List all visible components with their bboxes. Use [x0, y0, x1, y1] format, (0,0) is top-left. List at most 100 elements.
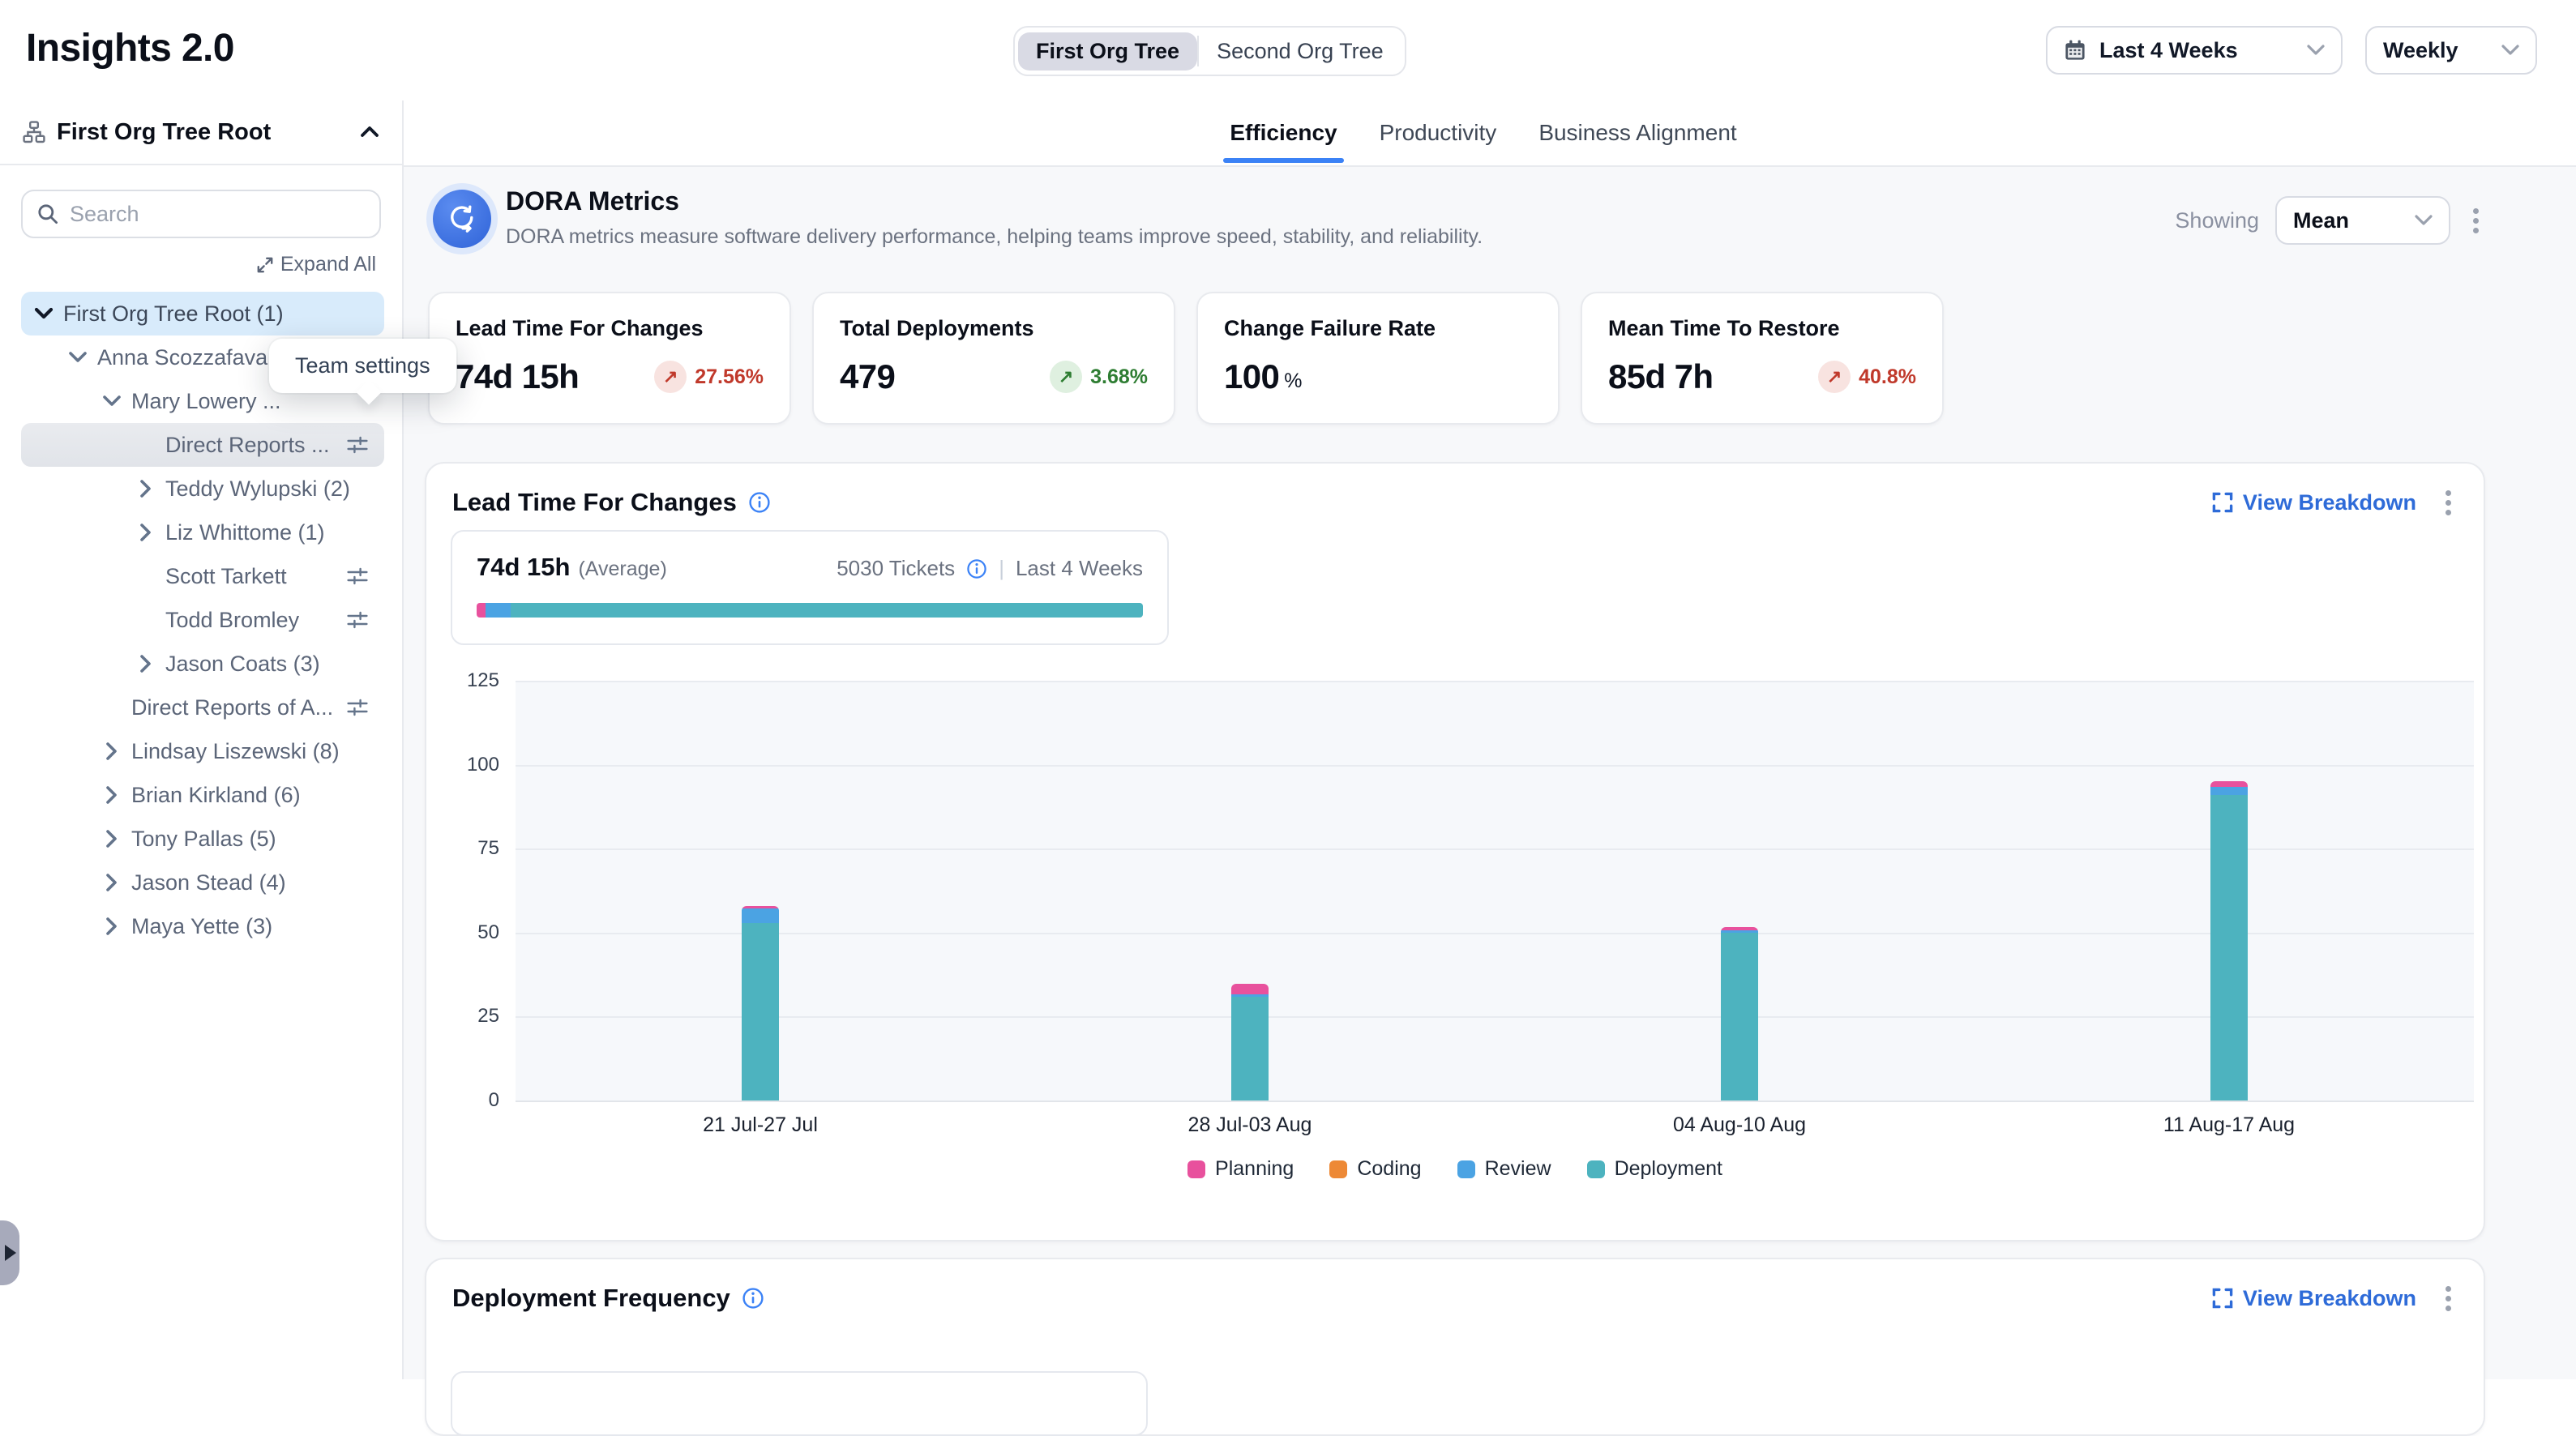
team-settings-icon[interactable]: [347, 697, 368, 718]
trend-up-icon: ↗: [654, 361, 687, 393]
tree-item[interactable]: Jason Coats (3): [21, 642, 384, 686]
chevron-down-icon[interactable]: [32, 302, 55, 325]
team-settings-icon[interactable]: [347, 609, 368, 630]
legend-item[interactable]: Planning: [1187, 1157, 1294, 1181]
metric-card: Total Deployments 479 ↗ 3.68%: [812, 292, 1175, 425]
chevron-right-icon[interactable]: [135, 477, 157, 500]
y-tick-label: 125: [466, 669, 499, 691]
tree-item[interactable]: Scott Tarkett: [21, 554, 384, 598]
tree-item[interactable]: Jason Stead (4): [21, 861, 384, 904]
tree-item[interactable]: First Org Tree Root (1): [21, 292, 384, 335]
info-icon[interactable]: [742, 1287, 764, 1310]
section-kebab-menu[interactable]: [2439, 484, 2458, 522]
chevron-right-icon[interactable]: [135, 521, 157, 544]
tree-item[interactable]: Tony Pallas (5): [21, 817, 384, 861]
deployment-bar-segment: [1231, 996, 1269, 1101]
search-input[interactable]: [70, 201, 345, 227]
tree-item[interactable]: Brian Kirkland (6): [21, 773, 384, 817]
x-tick-label: 04 Aug-10 Aug: [1672, 1113, 1807, 1136]
tab-productivity[interactable]: Productivity: [1379, 120, 1497, 145]
tree-item[interactable]: Maya Yette (3): [21, 904, 384, 948]
granularity-select[interactable]: Weekly: [2365, 26, 2537, 75]
chevron-right-icon[interactable]: [101, 827, 123, 850]
tab-efficiency[interactable]: Efficiency: [1223, 100, 1344, 166]
chevron-down-icon[interactable]: [66, 346, 89, 369]
tab-business-alignment[interactable]: Business Alignment: [1538, 120, 1737, 145]
x-tick-label: 21 Jul-27 Jul: [703, 1113, 818, 1136]
tree-item[interactable]: Anna Scozzafava...: [21, 335, 384, 379]
expand-all-button[interactable]: Expand All: [256, 253, 376, 276]
search-icon: [37, 203, 58, 224]
legend-item[interactable]: Coding: [1329, 1157, 1422, 1181]
section-title: Deployment Frequency: [452, 1284, 730, 1312]
gridline: [516, 932, 2474, 934]
metric-title: Lead Time For Changes: [456, 316, 704, 340]
bar-column: [1984, 681, 2474, 1101]
review-bar-segment: [2210, 786, 2248, 795]
deployment-segment: [510, 603, 1143, 618]
x-tick-label: 11 Aug-17 Aug: [2163, 1113, 2296, 1136]
stacked-bar[interactable]: [742, 906, 779, 1101]
legend-label: Planning: [1215, 1157, 1294, 1180]
stacked-bar[interactable]: [1231, 984, 1269, 1101]
chart-x-axis: 21 Jul-27 Jul 28 Jul-03 Aug 04 Aug-10 Aug 1…: [516, 1113, 2474, 1137]
tree-item[interactable]: Todd Bromley: [21, 598, 384, 642]
tree-item[interactable]: Direct Reports ...: [21, 423, 384, 467]
tree-item[interactable]: Lindsay Liszewski (8): [21, 729, 384, 773]
planning-bar-segment: [742, 906, 779, 909]
legend-item[interactable]: Review: [1457, 1157, 1551, 1181]
main-tabs: Efficiency Productivity Business Alignme…: [404, 100, 2576, 167]
showing-label: Showing: [2175, 207, 2259, 233]
toggle-first-org-tree[interactable]: First Org Tree: [1018, 32, 1198, 71]
dora-kebab-menu[interactable]: [2467, 202, 2485, 240]
gridline: [516, 681, 2474, 682]
info-icon[interactable]: [966, 558, 987, 579]
metric-value: 74d 15h: [456, 357, 580, 395]
showing-select[interactable]: Mean: [2275, 196, 2450, 245]
team-settings-icon[interactable]: [347, 434, 368, 455]
review-segment: [485, 603, 511, 618]
chevron-right-icon[interactable]: [101, 784, 123, 806]
sidebar-expand-handle[interactable]: [0, 1220, 19, 1285]
y-tick-label: 100: [466, 753, 499, 776]
view-breakdown-link[interactable]: View Breakdown: [2212, 1286, 2416, 1311]
tree-item[interactable]: Liz Whittome (1): [21, 511, 384, 554]
planning-bar-segment: [1721, 927, 1758, 930]
legend-label: Coding: [1357, 1157, 1422, 1180]
section-kebab-menu[interactable]: [2439, 1280, 2458, 1318]
tree-item[interactable]: Direct Reports of A...: [21, 686, 384, 729]
granularity-value: Weekly: [2383, 37, 2458, 62]
chevron-up-icon[interactable]: [360, 126, 379, 139]
tree-item-label: Todd Bromley: [165, 607, 300, 632]
planning-bar-segment: [2210, 780, 2248, 787]
sidebar-header: First Org Tree Root: [0, 100, 402, 165]
legend-item[interactable]: Deployment: [1586, 1157, 1722, 1181]
sidebar-search[interactable]: [21, 190, 381, 238]
team-settings-icon[interactable]: [347, 566, 368, 587]
metric-value: 85d 7h: [1608, 357, 1714, 395]
info-icon[interactable]: [748, 491, 771, 514]
tree-item-label: Brian Kirkland (6): [131, 782, 301, 807]
date-range-select[interactable]: Last 4 Weeks: [2046, 26, 2343, 75]
tree-item[interactable]: Teddy Wylupski (2): [21, 467, 384, 511]
view-breakdown-link[interactable]: View Breakdown: [2212, 490, 2416, 515]
legend-swatch: [1586, 1160, 1605, 1178]
chevron-right-icon[interactable]: [101, 740, 123, 763]
stacked-bar[interactable]: [2210, 780, 2248, 1101]
chevron-down-icon[interactable]: [101, 390, 123, 412]
tree-item-label: Liz Whittome (1): [165, 519, 325, 545]
chevron-right-icon[interactable]: [135, 652, 157, 675]
deployment-bar-segment: [1721, 932, 1758, 1101]
main-content: DORA Metrics DORA metrics measure softwa…: [404, 167, 2576, 1436]
expand-corners-icon: [2212, 492, 2233, 513]
tree-item-label: Direct Reports of A...: [131, 694, 334, 720]
stacked-bar[interactable]: [1721, 927, 1758, 1101]
metric-suffix: %: [1284, 369, 1303, 392]
date-range-value: Last 4 Weeks: [2099, 37, 2238, 62]
x-tick-label: 28 Jul-03 Aug: [1187, 1113, 1312, 1136]
metric-cards-row: Lead Time For Changes 74d 15h ↗ 27.56% Tota…: [428, 292, 1944, 425]
toggle-second-org-tree[interactable]: Second Org Tree: [1217, 38, 1384, 63]
chevron-right-icon[interactable]: [101, 915, 123, 938]
chevron-right-icon[interactable]: [101, 871, 123, 894]
tree-item[interactable]: Mary Lowery ...: [21, 379, 384, 423]
